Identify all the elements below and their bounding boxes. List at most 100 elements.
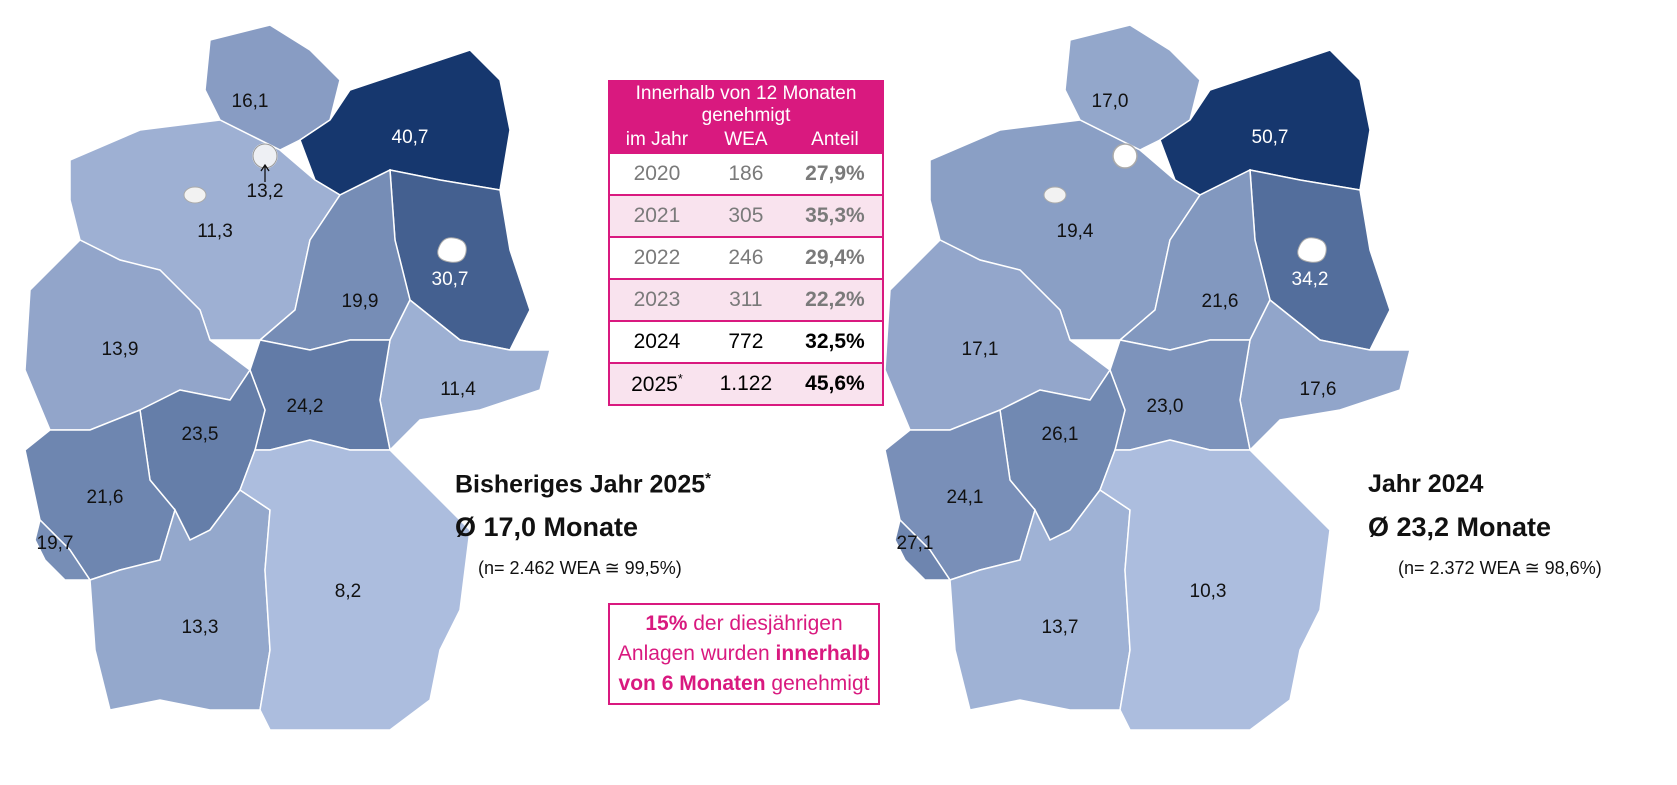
table-row: 2022 246 29,4%	[609, 236, 883, 279]
pointer-arrow	[260, 163, 270, 182]
germany-map: 17,0 50,7 19,4 34,2 21,6 17,1 17,6 23,0 26,1 24,1…	[884, 24, 1411, 731]
region-value: 8,2	[335, 581, 361, 602]
map-sample: (n= 2.372 WEA ≅ 98,6%)	[1398, 558, 1602, 578]
table-cell: 45,6%	[787, 362, 883, 405]
table-cell: 772	[703, 320, 788, 363]
region-value: 23,0	[1147, 396, 1184, 417]
state-region	[894, 518, 952, 581]
note-text: der diesjährigen Anlagen wurden	[617, 612, 843, 665]
note-highlight: 6 Monaten	[661, 672, 766, 695]
map-title: Bisheriges Jahr 2025*	[455, 470, 711, 499]
cell-text: 22,2%	[805, 288, 865, 311]
region-value: 23,5	[182, 424, 219, 445]
table-cell: 2023	[609, 278, 704, 321]
state-region	[34, 518, 92, 581]
column-header: im Jahr	[609, 128, 704, 153]
cell-text: 32,5%	[805, 330, 865, 353]
region-value: 24,1	[947, 487, 984, 508]
region-value: 16,1	[232, 91, 269, 112]
table-cell: 35,3%	[787, 194, 883, 237]
table-cell: 2021	[609, 194, 704, 237]
footnote-mark: *	[677, 371, 683, 386]
table-cell: 2024	[609, 320, 704, 363]
cell-text: 45,6%	[805, 372, 865, 395]
cell-text: 2025	[631, 372, 678, 396]
state-region	[1109, 339, 1251, 451]
state-region	[249, 339, 391, 451]
table-row: 2025* 1.122 45,6%	[609, 362, 883, 405]
cell-text: 27,9%	[805, 162, 865, 185]
table-cell: 27,9%	[787, 152, 883, 195]
region-value: 11,3	[197, 221, 233, 242]
cell-text: 2022	[633, 246, 681, 269]
table-cell: 246	[703, 236, 788, 279]
city-state	[1112, 143, 1138, 169]
region-value: 19,4	[1057, 221, 1094, 242]
region-value: 17,0	[1092, 91, 1129, 112]
table-row: 2020 186 27,9%	[609, 152, 883, 195]
region-value: 34,2	[1292, 269, 1329, 290]
germany-map: 16,1 13,2 40,7 11,3 30,7 19,9 13,9 11,4 24,2 23,5…	[24, 24, 551, 731]
region-value: 24,2	[287, 396, 324, 417]
cell-text: 772	[728, 330, 764, 353]
region-value: 17,6	[1300, 379, 1337, 400]
city-state	[183, 186, 207, 204]
state-region	[239, 439, 471, 731]
cell-text: 2023	[633, 288, 681, 311]
table-cell: 186	[703, 152, 788, 195]
city-state	[437, 237, 467, 263]
table-body: 2020 186 27,9% 2021 305 35,3% 2022 246 29,4% 2023…	[609, 152, 883, 405]
map-title: Jahr 2024	[1368, 470, 1484, 498]
table-row: 2021 305 35,3%	[609, 194, 883, 237]
column-header: WEA	[703, 128, 788, 153]
table-cell: 305	[703, 194, 788, 237]
cell-text: 246	[728, 246, 764, 269]
region-value: 21,6	[1202, 291, 1239, 312]
note-highlight: innerhalb von	[618, 642, 871, 695]
region-value: 50,7	[1252, 127, 1289, 148]
table-cell: 22,2%	[787, 278, 883, 321]
cell-text: 311	[729, 288, 763, 311]
note-box: 15% der diesjährigen Anlagen wurden inne…	[608, 603, 880, 705]
table-cell: 1.122	[703, 362, 788, 405]
table-title: Innerhalb von 12 Monaten genehmigt	[609, 81, 883, 128]
region-value: 30,7	[432, 269, 469, 290]
cell-text: 29,4%	[805, 246, 865, 269]
column-header: Anteil	[787, 128, 883, 153]
region-value: 13,9	[102, 339, 139, 360]
map-average: Ø 23,2 Monate	[1368, 512, 1552, 542]
cell-text: 2021	[633, 204, 681, 227]
table-cell: 32,5%	[787, 320, 883, 363]
region-value: 11,4	[440, 379, 476, 400]
map-average: Ø 17,0 Monate	[455, 512, 639, 542]
map-title-text: Bisheriges Jahr 2025	[455, 470, 706, 499]
table-cell: 2025*	[609, 362, 704, 405]
approval-table: Innerhalb von 12 Monaten genehmigt im Ja…	[608, 80, 884, 406]
table-cell: 2022	[609, 236, 704, 279]
region-value: 13,7	[1042, 617, 1079, 638]
cell-text: 305	[728, 204, 764, 227]
region-value: 40,7	[392, 127, 429, 148]
region-value: 19,7	[37, 533, 74, 554]
note-text: genehmigt	[765, 672, 870, 695]
state-region	[1099, 439, 1331, 731]
footnote-mark: *	[705, 470, 711, 487]
region-value: 17,1	[962, 339, 999, 360]
region-value: 27,1	[897, 533, 934, 554]
table-cell: 2020	[609, 152, 704, 195]
table-cell: 29,4%	[787, 236, 883, 279]
cell-text: 35,3%	[805, 204, 865, 227]
region-value: 26,1	[1042, 424, 1079, 445]
table-row: 2023 311 22,2%	[609, 278, 883, 321]
cell-text: 2020	[633, 162, 681, 185]
note-highlight: 15%	[645, 612, 688, 635]
cell-text: 2024	[633, 330, 681, 353]
region-value: 13,2	[247, 181, 284, 202]
region-value: 19,9	[342, 291, 379, 312]
city-state	[1297, 237, 1327, 263]
map-sample: (n= 2.462 WEA ≅ 99,5%)	[478, 558, 682, 578]
table-cell: 311	[703, 278, 788, 321]
cell-text: 1.122	[719, 372, 773, 395]
